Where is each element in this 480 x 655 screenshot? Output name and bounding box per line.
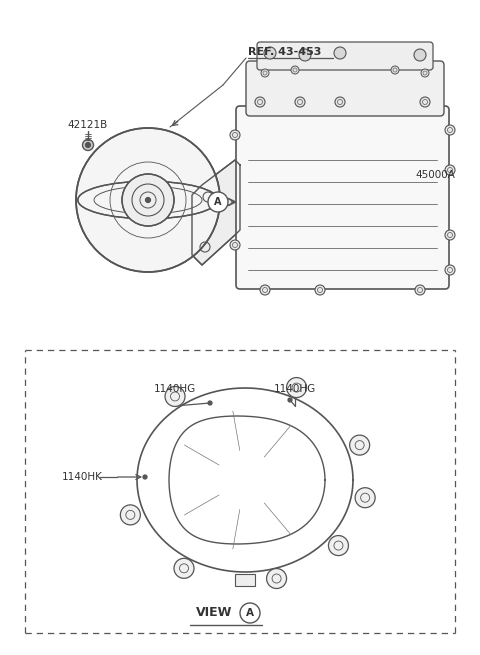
Circle shape [421, 69, 429, 77]
Circle shape [174, 558, 194, 578]
Text: 42121B: 42121B [68, 120, 108, 130]
Circle shape [414, 49, 426, 61]
Circle shape [230, 130, 240, 140]
Circle shape [260, 285, 270, 295]
Circle shape [165, 386, 185, 407]
Circle shape [391, 66, 399, 74]
FancyBboxPatch shape [246, 61, 444, 116]
Circle shape [355, 488, 375, 508]
Circle shape [208, 192, 228, 212]
Text: A: A [246, 608, 254, 618]
FancyBboxPatch shape [236, 106, 449, 289]
Circle shape [230, 240, 240, 250]
Circle shape [415, 285, 425, 295]
Circle shape [299, 49, 311, 61]
Circle shape [143, 475, 147, 479]
Circle shape [315, 285, 325, 295]
Circle shape [291, 66, 299, 74]
Bar [235, 574, 255, 586]
Circle shape [145, 198, 151, 202]
Text: A: A [214, 197, 222, 207]
Circle shape [420, 97, 430, 107]
Circle shape [266, 569, 287, 589]
Circle shape [349, 435, 370, 455]
Circle shape [288, 398, 292, 402]
Circle shape [83, 140, 94, 151]
Circle shape [334, 47, 346, 59]
Circle shape [122, 174, 174, 226]
Circle shape [445, 265, 455, 275]
Circle shape [85, 143, 91, 147]
Text: 45000A: 45000A [415, 170, 455, 180]
Text: 1140HK: 1140HK [62, 472, 103, 482]
Text: REF. 43-453: REF. 43-453 [248, 47, 322, 57]
FancyBboxPatch shape [257, 42, 433, 70]
Circle shape [76, 128, 220, 272]
Circle shape [287, 377, 307, 398]
Circle shape [255, 97, 265, 107]
Circle shape [335, 97, 345, 107]
Circle shape [445, 125, 455, 135]
Circle shape [120, 505, 140, 525]
Circle shape [261, 69, 269, 77]
Circle shape [445, 165, 455, 175]
Circle shape [445, 230, 455, 240]
Text: 1140HG: 1140HG [154, 384, 196, 394]
Circle shape [328, 536, 348, 555]
Text: VIEW: VIEW [196, 607, 232, 620]
Ellipse shape [78, 181, 218, 219]
Polygon shape [192, 160, 240, 265]
Circle shape [208, 401, 212, 405]
Circle shape [295, 97, 305, 107]
Circle shape [264, 47, 276, 59]
Text: 1140HG: 1140HG [274, 384, 316, 394]
